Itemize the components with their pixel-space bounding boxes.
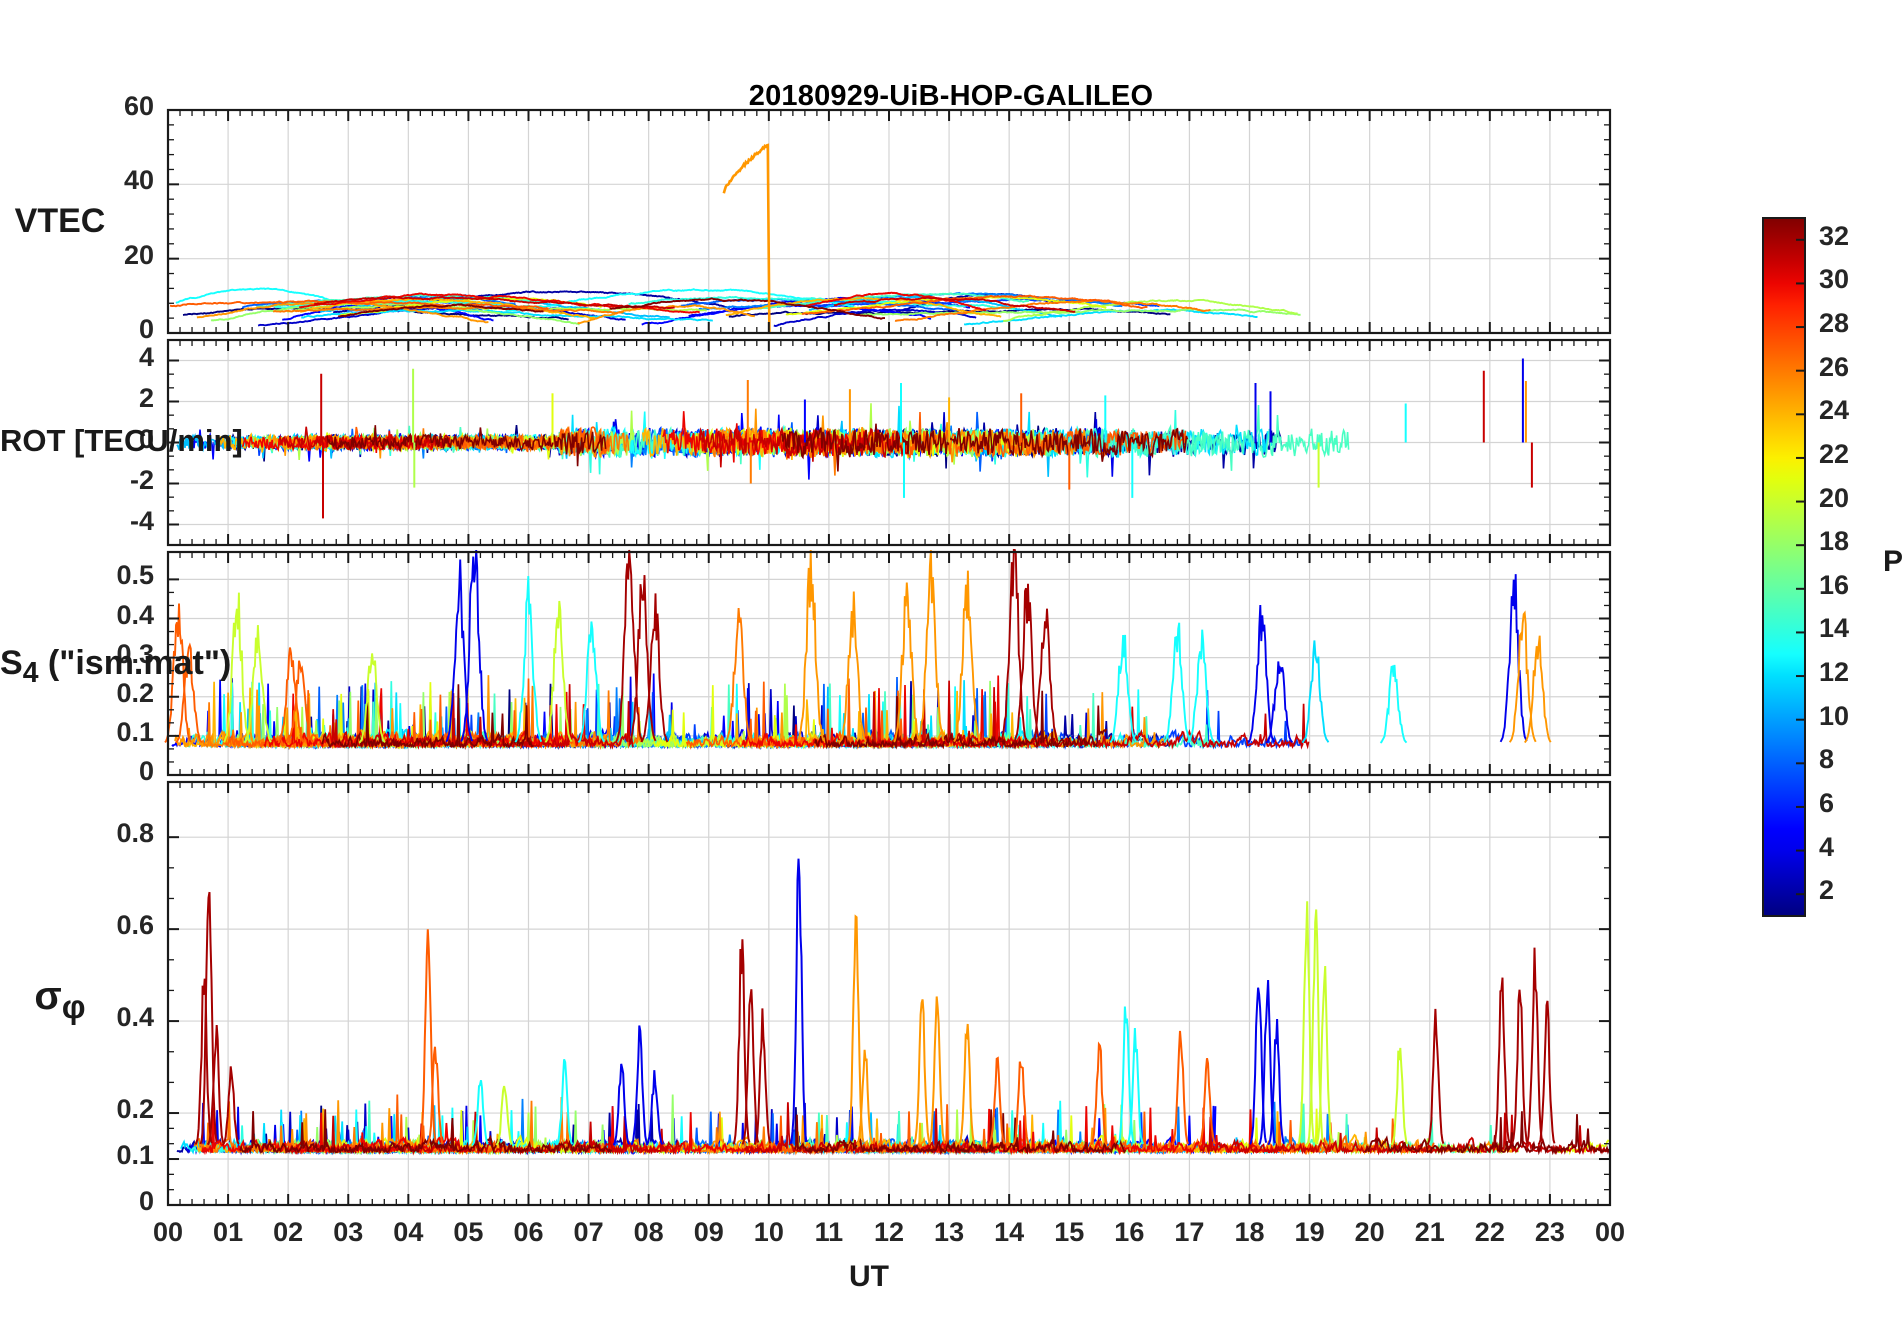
y-tick-label-s4: 0.5 [116,560,154,591]
x-tick-label: 00 [1594,1217,1626,1247]
x-tick-label: 13 [934,1217,965,1247]
x-tick-label: 00 [152,1217,184,1247]
x-axis-label: UT [849,1260,889,1293]
y-tick-label-vtec: 0 [138,314,154,344]
colorbar-tick-label: 28 [1819,308,1850,339]
colorbar-tick-label: 12 [1819,657,1850,688]
x-tick-label: 22 [1474,1217,1505,1247]
x-tick-label: 11 [814,1217,844,1247]
y-tick-label-rot: 2 [138,382,154,413]
x-tick-label: 04 [393,1217,424,1247]
x-tick-label: 07 [573,1217,604,1247]
colorbar-tick-label: 4 [1819,831,1835,862]
x-tick-label: 03 [333,1217,364,1247]
y-axis-label-sigmaphi: σφ [34,973,86,1026]
x-tick-label: 08 [633,1217,664,1247]
x-tick-label: 14 [994,1217,1025,1247]
y-axis-label-rot: ROT [TECU/min] [0,422,243,458]
colorbar-tick-label: 8 [1819,744,1835,775]
x-tick-label: 20 [1354,1217,1385,1247]
y-tick-label-s4: 0.2 [116,677,154,708]
y-tick-label-sigmaphi: 0 [138,1186,154,1216]
x-tick-label: 10 [753,1217,784,1247]
y-tick-label-s4: 0 [138,756,154,786]
x-tick-label: 05 [453,1217,484,1247]
y-tick-label-sigmaphi: 0.6 [116,910,154,941]
colorbar-tick-label: 20 [1819,482,1850,513]
colorbar-tick-label: 24 [1819,395,1850,426]
y-tick-label-rot: 4 [138,341,154,372]
x-tick-label: 06 [513,1217,544,1247]
y-tick-label-sigmaphi: 0.8 [116,818,154,849]
figure-title: 20180929-UiB-HOP-GALILEO [748,80,1154,112]
colorbar-tick-label: 26 [1819,351,1850,382]
colorbar-tick-label: 16 [1819,569,1850,600]
y-tick-label-sigmaphi: 0.2 [116,1094,154,1125]
x-tick-label: 18 [1234,1217,1265,1247]
colorbar-tick-label: 2 [1819,875,1835,906]
y-tick-label-rot: 0 [138,423,154,454]
y-tick-label-sigmaphi: 0.4 [116,1002,154,1033]
x-tick-label: 19 [1294,1217,1325,1247]
x-tick-label: 23 [1534,1217,1565,1247]
x-tick-label: 01 [213,1217,244,1247]
colorbar-tick-label: 32 [1819,220,1850,251]
y-tick-label-vtec: 20 [123,239,154,270]
y-tick-label-s4: 0.3 [116,638,154,669]
x-tick-label: 17 [1174,1217,1205,1247]
colorbar-label: PRN [1883,545,1902,578]
y-tick-label-rot: -4 [129,505,154,536]
colorbar-tick-label: 14 [1819,613,1850,644]
y-tick-label-s4: 0.4 [116,599,154,630]
colorbar-tick-label: 10 [1819,700,1850,731]
colorbar-tick-label: 22 [1819,438,1850,469]
x-tick-label: 16 [1114,1217,1145,1247]
colorbar-tick-label: 18 [1819,526,1850,557]
y-tick-label-rot: -2 [129,464,154,495]
y-tick-label-s4: 0.1 [116,716,154,747]
colorbar-tick-label: 6 [1819,787,1835,818]
y-axis-label-vtec: VTEC [14,201,106,240]
x-tick-label: 09 [693,1217,724,1247]
x-tick-label: 21 [1414,1217,1445,1247]
x-tick-label: 02 [273,1217,304,1247]
x-tick-label: 15 [1054,1217,1085,1247]
y-tick-label-vtec: 40 [123,165,154,196]
colorbar-tick-label: 30 [1819,264,1850,295]
y-tick-label-vtec: 60 [123,91,154,121]
y-tick-label-sigmaphi: 0.1 [116,1140,154,1171]
y-axis-label-s4: S4 ("ism.mat") [0,643,232,689]
x-tick-label: 12 [873,1217,905,1247]
